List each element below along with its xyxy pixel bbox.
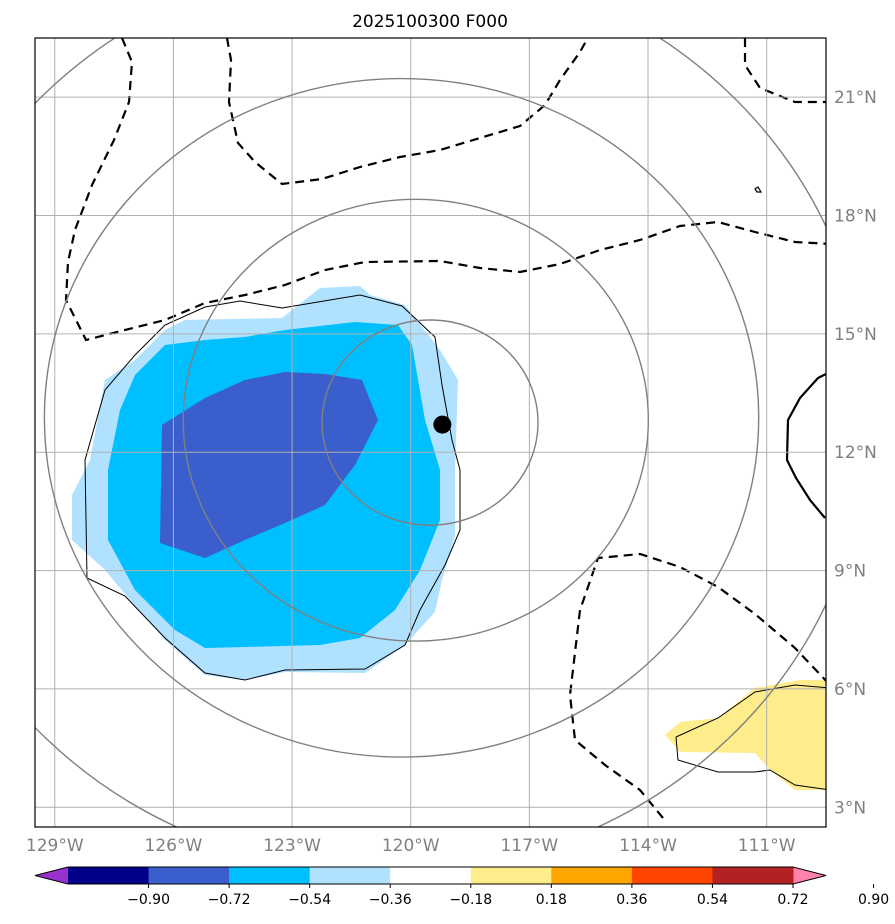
anomaly-fill-royal-blue xyxy=(160,372,378,558)
range-rings xyxy=(35,38,826,827)
colorbar-outline xyxy=(34,866,827,885)
colorbar-label: 0.54 xyxy=(697,892,728,908)
latitude-label: 12°N xyxy=(834,443,877,463)
range-ring xyxy=(182,198,650,642)
colorbar-label: 0.36 xyxy=(616,892,647,908)
plot-title: 2025100300 F000 xyxy=(352,12,508,32)
thin-contour-east xyxy=(675,684,826,790)
range-ring xyxy=(321,319,539,526)
colorbar-label: −0.90 xyxy=(127,892,170,908)
longitude-label: 114°W xyxy=(619,836,677,856)
colorbar-extend-low xyxy=(35,867,68,884)
range-ring xyxy=(43,77,760,758)
colorbar-label: 0.90 xyxy=(858,892,889,908)
colorbar-segment xyxy=(148,867,230,884)
anomaly-fill-yellow xyxy=(665,680,826,790)
colorbar-label: −0.18 xyxy=(449,892,492,908)
dashed-contour-ne xyxy=(743,38,826,104)
plot-frame xyxy=(34,37,827,828)
longitude-tick-labels: 129°W 126°W 123°W 120°W 117°W 114°W 111°W xyxy=(26,836,796,856)
latitude-label: 9°N xyxy=(834,562,866,582)
colorbar-segment xyxy=(470,867,552,884)
colorbar: −0.90 −0.72 −0.54 −0.36 −0.18 0.18 0.36 0.54 0.7… xyxy=(34,866,889,908)
colorbar-label: −0.36 xyxy=(369,892,412,908)
colorbar-segment xyxy=(390,867,472,884)
graticule-grid xyxy=(35,38,826,827)
latitude-label: 18°N xyxy=(834,207,877,227)
colorbar-segment xyxy=(551,867,633,884)
dashed-contour-north xyxy=(64,38,826,342)
longitude-label: 126°W xyxy=(145,836,203,856)
longitude-label: 111°W xyxy=(738,836,796,856)
colorbar-extend-high xyxy=(793,867,826,884)
latitude-tick-labels: 3°N 6°N 9°N 12°N 15°N 18°N 21°N xyxy=(834,88,877,818)
thin-contour-outer xyxy=(84,294,461,681)
small-closed-contour xyxy=(754,186,763,193)
colorbar-label: −0.72 xyxy=(208,892,251,908)
colorbar-label: 0.72 xyxy=(777,892,808,908)
longitude-label: 123°W xyxy=(263,836,321,856)
longitude-label: 117°W xyxy=(500,836,558,856)
storm-center-marker xyxy=(433,415,452,434)
latitude-label: 3°N xyxy=(834,798,866,818)
colorbar-segment xyxy=(712,867,794,884)
longitude-label: 120°W xyxy=(382,836,440,856)
colorbar-segment xyxy=(68,867,150,884)
thick-solid-contour xyxy=(785,372,826,519)
map-plot-area xyxy=(35,38,826,827)
colorbar-segment xyxy=(229,867,311,884)
latitude-label: 21°N xyxy=(834,88,877,108)
colorbar-segment xyxy=(309,867,391,884)
colorbar-label: −0.54 xyxy=(288,892,331,908)
longitude-label: 129°W xyxy=(26,836,84,856)
colorbar-label: 0.18 xyxy=(536,892,567,908)
latitude-label: 15°N xyxy=(834,325,877,345)
colorbar-segment xyxy=(631,867,713,884)
latitude-label: 6°N xyxy=(834,680,866,700)
